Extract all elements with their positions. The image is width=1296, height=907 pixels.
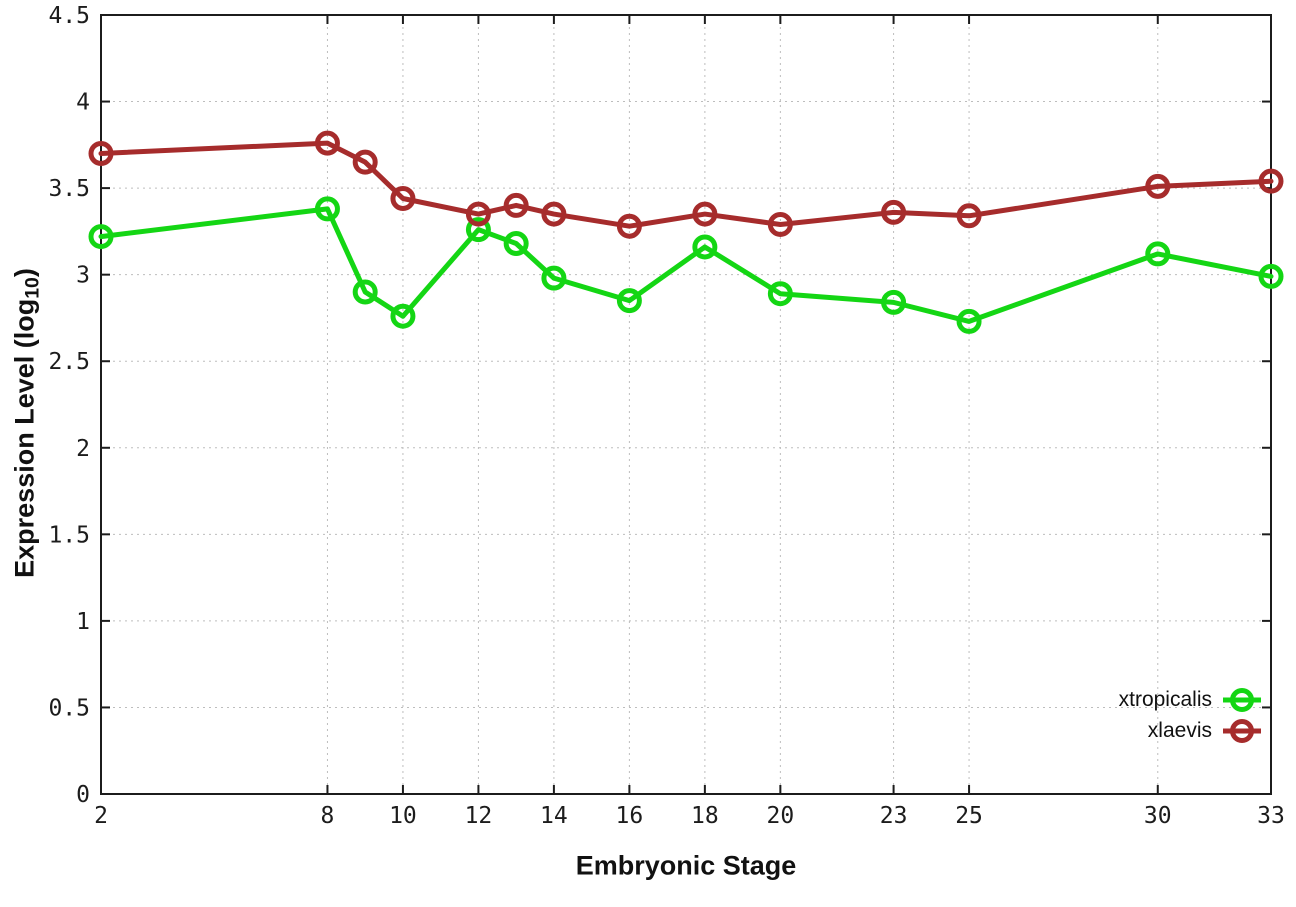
data-point-xtropicalis: [1145, 241, 1171, 267]
data-point-xlaevis: [390, 185, 416, 211]
y-axis-title: Expression Level (log10): [10, 268, 45, 578]
data-point-xlaevis: [352, 149, 378, 175]
y-tick-label: 0.5: [48, 695, 90, 721]
data-point-xlaevis: [956, 203, 982, 229]
data-point-xtropicalis: [956, 308, 982, 334]
data-point-xtropicalis: [616, 288, 642, 314]
data-point-xtropicalis: [541, 265, 567, 291]
data-point-xtropicalis: [314, 196, 340, 222]
legend-label-xtropicalis: xtropicalis: [1118, 687, 1212, 711]
legend-label-xlaevis: xlaevis: [1147, 718, 1212, 742]
legend-item-xlaevis: xlaevis: [1119, 715, 1262, 746]
legend: xtropicalis xlaevis: [1119, 684, 1262, 746]
x-tick-label: 33: [1257, 803, 1285, 829]
data-point-xtropicalis: [1258, 263, 1284, 289]
data-point-xlaevis: [503, 192, 529, 218]
legend-item-xtropicalis: xtropicalis: [1119, 684, 1262, 715]
x-tick-label: 30: [1144, 803, 1172, 829]
data-point-xtropicalis: [881, 289, 907, 315]
data-point-xtropicalis: [692, 234, 718, 260]
x-tick-label: 16: [616, 803, 644, 829]
data-point-xlaevis: [88, 140, 114, 166]
x-tick-label: 20: [767, 803, 795, 829]
data-point-xtropicalis: [767, 281, 793, 307]
legend-marker-icon-xtropicalis: [1222, 685, 1262, 715]
legend-marker-icon-xlaevis: [1222, 716, 1262, 746]
data-point-xlaevis: [314, 130, 340, 156]
plot-border: [100, 14, 1272, 795]
y-tick-label: 1.5: [48, 522, 90, 548]
y-tick-label: 2: [76, 436, 90, 462]
y-axis-title-suffix: ): [9, 268, 40, 278]
y-tick-label: 3.5: [48, 176, 90, 202]
data-point-xlaevis: [616, 213, 642, 239]
x-tick-label: 12: [465, 803, 493, 829]
y-tick-label: 4: [76, 90, 90, 116]
y-tick-label: 3: [76, 263, 90, 289]
data-point-xlaevis: [465, 201, 491, 227]
x-tick-label: 23: [880, 803, 908, 829]
y-axis-title-subscript: 10: [21, 277, 44, 299]
data-point-xlaevis: [1258, 168, 1284, 194]
data-point-xlaevis: [881, 199, 907, 225]
x-tick-label: 18: [691, 803, 719, 829]
series-line-xtropicalis: [98, 206, 1274, 324]
y-axis-title-text: Expression Level (log: [9, 298, 40, 578]
data-point-xlaevis: [1145, 173, 1171, 199]
data-point-xtropicalis: [88, 224, 114, 250]
x-tick-label: 10: [389, 803, 417, 829]
y-tick-label: 2.5: [48, 349, 90, 375]
x-tick-label: 8: [321, 803, 335, 829]
data-point-xtropicalis: [352, 279, 378, 305]
y-tick-label: 4.5: [48, 3, 90, 29]
x-tick-label: 25: [955, 803, 983, 829]
x-axis-title: Embryonic Stage: [575, 850, 797, 881]
data-point-xlaevis: [541, 201, 567, 227]
data-point-xtropicalis: [503, 231, 529, 257]
x-tick-label: 14: [540, 803, 568, 829]
data-point-xlaevis: [767, 211, 793, 237]
x-tick-label: 2: [94, 803, 108, 829]
y-tick-label: 1: [76, 609, 90, 635]
data-point-xtropicalis: [465, 217, 491, 243]
y-tick-label: 0: [76, 782, 90, 808]
data-point-xlaevis: [692, 201, 718, 227]
data-point-xtropicalis: [390, 303, 416, 329]
